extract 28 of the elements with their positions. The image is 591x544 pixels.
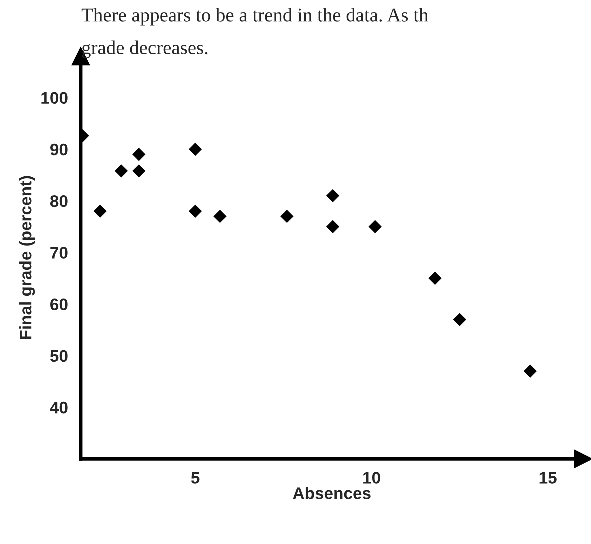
point [188,142,202,156]
point [94,204,107,218]
x-tick-label: 10 [364,472,380,484]
point [188,204,202,218]
point [326,220,340,234]
x-axis-title: Absences [293,487,371,500]
point [524,364,538,378]
point [214,210,227,224]
y-tick-label: 60 [50,298,68,311]
point [428,272,442,286]
point [326,189,340,203]
point [453,313,467,326]
y-tick-label: 90 [50,144,68,156]
point [132,148,146,162]
point [280,210,294,224]
x-tick-label: 15 [540,472,557,484]
y-tick-label: 50 [50,350,68,362]
y-tick-label: 70 [50,247,68,259]
point [114,164,128,178]
y-tick-label: 100 [42,92,68,104]
point [132,164,146,178]
text: There appears to be a trend in the data. As th [82,8,428,26]
y-tick-label: 80 [50,195,68,208]
point [368,220,382,234]
y-tick-label: 40 [50,402,68,414]
y-axis-title: Final grade (percent) [19,176,36,340]
annotation: grade decreases. [82,40,208,58]
x-tick-label: 5 [191,472,200,484]
